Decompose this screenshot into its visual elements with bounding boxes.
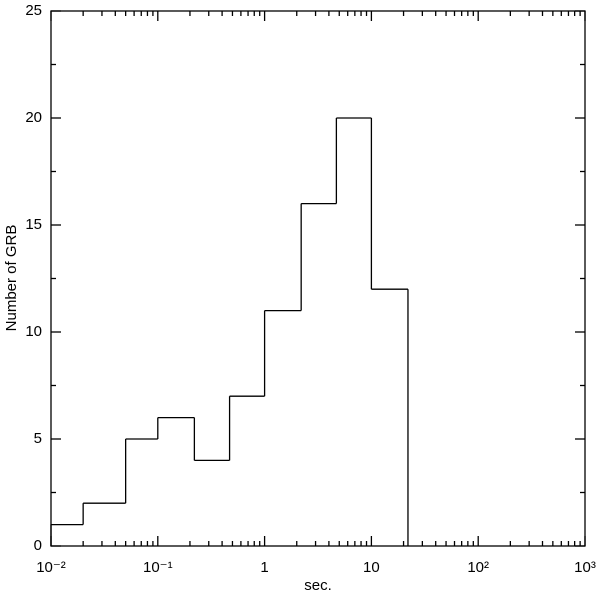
x-tick-label: 10² xyxy=(467,559,489,576)
plot-frame xyxy=(50,10,586,547)
y-axis-label: Number of GRB xyxy=(3,225,20,332)
y-tick-label: 15 xyxy=(25,216,42,233)
x-tick-label: 10³ xyxy=(574,559,596,576)
y-tick-label: 25 xyxy=(25,2,42,19)
y-tick-label: 20 xyxy=(25,109,42,126)
y-tick-label: 5 xyxy=(34,430,42,447)
x-tick-label: 10⁻² xyxy=(36,559,66,576)
x-tick-label: 1 xyxy=(260,559,268,576)
y-tick-label: 10 xyxy=(25,323,42,340)
y-tick-label: 0 xyxy=(34,537,42,554)
x-tick-label: 10⁻¹ xyxy=(143,559,173,576)
x-tick-label: 10 xyxy=(363,559,380,576)
x-axis-label: sec. xyxy=(304,577,332,594)
